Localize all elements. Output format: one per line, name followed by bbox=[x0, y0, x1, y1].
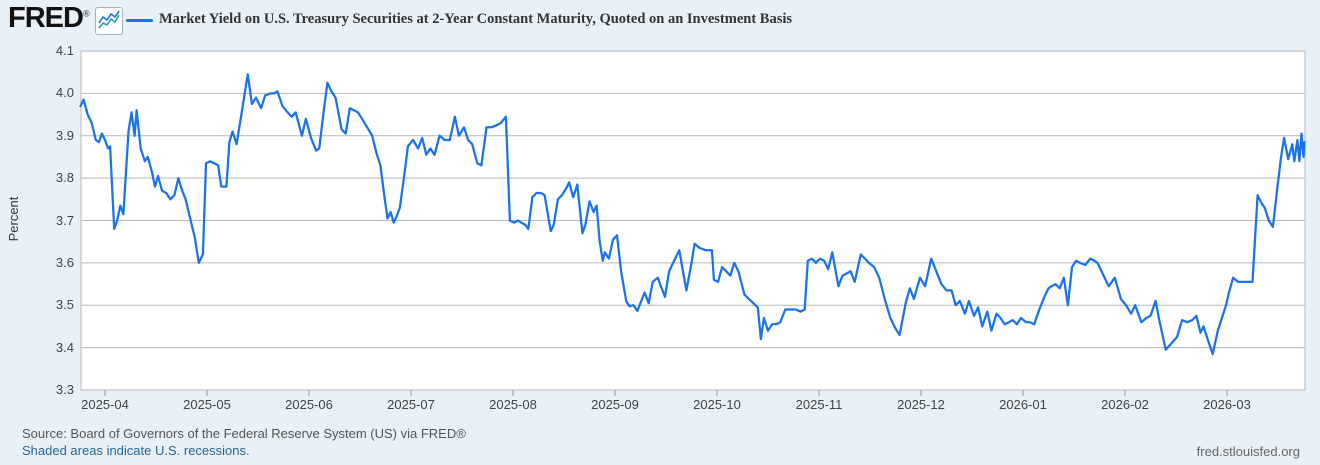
fred-site-link[interactable]: fred.stlouisfed.org bbox=[1196, 444, 1300, 459]
x-tick-label: 2025-09 bbox=[591, 397, 639, 412]
y-tick-label: 3.5 bbox=[55, 297, 74, 313]
x-tick-label: 2025-04 bbox=[81, 397, 129, 412]
registered-mark: ® bbox=[82, 8, 90, 19]
chart-title[interactable]: Market Yield on U.S. Treasury Securities… bbox=[159, 11, 793, 27]
y-tick-label: 3.3 bbox=[55, 382, 74, 397]
series-legend-line bbox=[126, 19, 153, 22]
y-tick-label: 3.4 bbox=[55, 339, 74, 355]
series-line bbox=[79, 73, 1306, 356]
x-tick-label: 2025-08 bbox=[489, 397, 537, 412]
fred-logo-text: FRED bbox=[8, 2, 84, 34]
y-tick-label: 4.0 bbox=[55, 85, 74, 101]
y-tick-label: 3.8 bbox=[55, 170, 74, 186]
x-tick-label: 2025-05 bbox=[183, 397, 231, 412]
fred-logo-chart-icon[interactable] bbox=[95, 7, 123, 35]
x-tick-label: 2026-03 bbox=[1203, 397, 1251, 412]
y-tick-label: 3.9 bbox=[55, 127, 74, 143]
x-tick-label: 2025-12 bbox=[897, 397, 945, 412]
x-tick-label: 2025-07 bbox=[387, 397, 435, 412]
x-tick-label: 2025-11 bbox=[795, 397, 843, 412]
y-axis-title: Percent bbox=[6, 196, 21, 242]
x-tick-label: 2026-02 bbox=[1101, 397, 1149, 412]
x-tick-label: 2026-01 bbox=[999, 397, 1047, 412]
recession-note-link[interactable]: Shaded areas indicate U.S. recessions. bbox=[22, 443, 250, 458]
x-tick-label: 2025-10 bbox=[693, 397, 741, 412]
y-tick-label: 3.6 bbox=[55, 254, 74, 270]
y-tick-label: 3.7 bbox=[55, 212, 74, 228]
source-note: Source: Board of Governors of the Federa… bbox=[22, 426, 466, 441]
sparkline-icon bbox=[98, 10, 120, 29]
fred-logo[interactable]: FRED® bbox=[8, 2, 90, 35]
x-tick-label: 2025-06 bbox=[285, 397, 333, 412]
y-tick-label: 4.1 bbox=[55, 43, 74, 58]
